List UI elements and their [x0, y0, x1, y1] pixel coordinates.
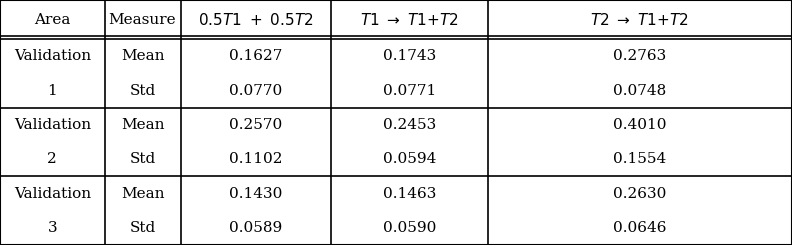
Text: Std: Std [129, 152, 156, 166]
Text: Mean: Mean [121, 118, 164, 132]
Text: 0.0646: 0.0646 [613, 221, 667, 235]
Text: 0.0589: 0.0589 [229, 221, 283, 235]
Text: 0.2453: 0.2453 [383, 118, 436, 132]
Text: 1: 1 [48, 84, 57, 98]
Text: Area: Area [34, 12, 70, 27]
Text: Std: Std [129, 84, 156, 98]
Text: $0.5T1\ +\ 0.5T2$: $0.5T1\ +\ 0.5T2$ [198, 12, 314, 28]
Text: 2: 2 [48, 152, 57, 166]
Text: 0.1627: 0.1627 [229, 49, 283, 63]
Text: 0.1463: 0.1463 [383, 186, 436, 201]
Text: 0.4010: 0.4010 [613, 118, 667, 132]
Text: 0.2763: 0.2763 [613, 49, 667, 63]
Text: Validation: Validation [13, 186, 91, 201]
Text: 0.2570: 0.2570 [229, 118, 283, 132]
Text: Measure: Measure [109, 12, 177, 27]
Text: $T1\ \rightarrow\ T1{+}T2$: $T1\ \rightarrow\ T1{+}T2$ [360, 12, 459, 28]
Text: 0.1743: 0.1743 [383, 49, 436, 63]
Text: Validation: Validation [13, 49, 91, 63]
Text: Validation: Validation [13, 118, 91, 132]
Text: Std: Std [129, 221, 156, 235]
Text: 0.0594: 0.0594 [383, 152, 436, 166]
Text: $T2\ \rightarrow\ T1{+}T2$: $T2\ \rightarrow\ T1{+}T2$ [591, 12, 689, 28]
Text: 0.1554: 0.1554 [613, 152, 667, 166]
Text: 0.1430: 0.1430 [229, 186, 283, 201]
Text: 0.1102: 0.1102 [229, 152, 283, 166]
Text: Mean: Mean [121, 186, 164, 201]
Text: 0.0770: 0.0770 [229, 84, 283, 98]
Text: Mean: Mean [121, 49, 164, 63]
Text: 0.0748: 0.0748 [613, 84, 667, 98]
Text: 3: 3 [48, 221, 57, 235]
Text: 0.2630: 0.2630 [613, 186, 667, 201]
Text: 0.0590: 0.0590 [383, 221, 436, 235]
Text: 0.0771: 0.0771 [383, 84, 436, 98]
